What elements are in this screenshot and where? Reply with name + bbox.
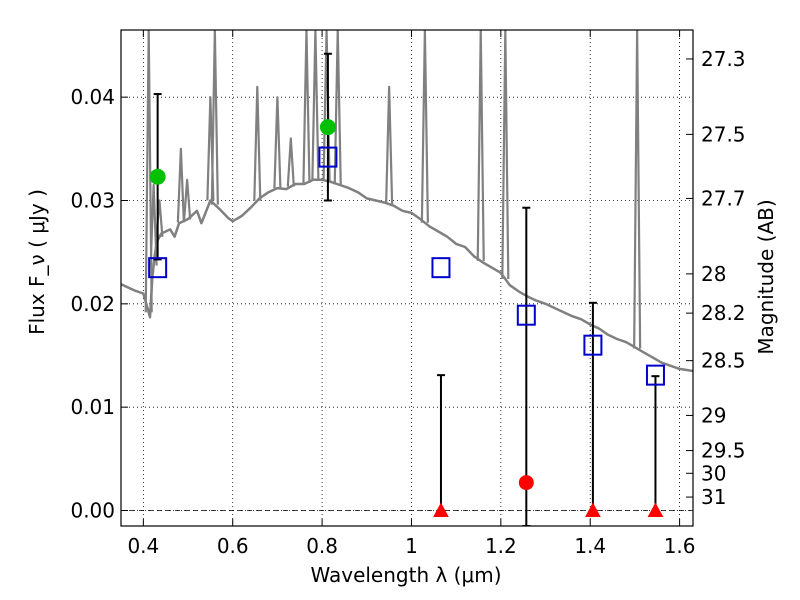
template-emission-line bbox=[286, 137, 295, 187]
y-tick-label: 0.03 bbox=[70, 189, 115, 213]
model-flux-square bbox=[645, 364, 665, 386]
mag-tick-label: 29.5 bbox=[701, 439, 746, 463]
mag-tick-label: 31 bbox=[701, 485, 726, 509]
y-tick-label: 0.02 bbox=[70, 292, 115, 316]
data-markers bbox=[148, 119, 665, 517]
upper-limit-triangle bbox=[433, 502, 449, 517]
mag-tick-label: 28.2 bbox=[701, 301, 746, 325]
x-tick-label: 0.4 bbox=[127, 534, 159, 558]
mag-tick-label: 28 bbox=[701, 262, 726, 286]
y-tick-label: 0.00 bbox=[70, 499, 115, 523]
template-emission-line bbox=[176, 147, 185, 223]
x-tick-label: 1.6 bbox=[664, 534, 696, 558]
upper-limit-triangle bbox=[585, 502, 601, 517]
template-emission-line bbox=[183, 178, 192, 220]
mag-tick-label: 27.5 bbox=[701, 122, 746, 146]
template-emission-lines bbox=[144, 30, 642, 349]
template-emission-line bbox=[273, 96, 282, 189]
nondetection-point bbox=[518, 475, 534, 491]
y-tick-label: 0.04 bbox=[70, 85, 115, 109]
axis-ticks bbox=[121, 30, 693, 526]
mag-tick-label: 27.3 bbox=[701, 47, 746, 71]
template-emission-line bbox=[253, 85, 262, 201]
x-tick-label: 1 bbox=[405, 534, 418, 558]
model-flux-square bbox=[516, 304, 536, 326]
y-tick-label: 0.01 bbox=[70, 395, 115, 419]
y-axis-label: Flux F_ν ( μJy ) bbox=[25, 189, 49, 335]
mag-tick-label: 28.5 bbox=[701, 349, 746, 373]
mag-tick-label: 29 bbox=[701, 403, 726, 427]
model-flux-square bbox=[583, 334, 603, 356]
tick-labels: 0.4 0.6 0.8 1 1.2 1.4 1.6 0.00 0.01 0.02 0.03 0.04 2… bbox=[70, 47, 745, 558]
right-axis-label: Magnitude (AB) bbox=[754, 199, 778, 354]
plot-content bbox=[121, 30, 693, 526]
x-tick-label: 0.6 bbox=[217, 534, 249, 558]
grid-lines bbox=[121, 30, 693, 526]
model-flux-square bbox=[148, 257, 168, 279]
template-emission-line bbox=[333, 30, 342, 185]
plot-frame bbox=[120, 29, 694, 527]
model-flux-square bbox=[431, 257, 451, 279]
x-tick-label: 1.4 bbox=[574, 534, 606, 558]
detection-point bbox=[149, 168, 166, 185]
template-emission-line bbox=[311, 30, 320, 180]
mag-tick-label: 27.7 bbox=[701, 186, 746, 210]
x-tick-label: 1.2 bbox=[485, 534, 517, 558]
template-emission-line bbox=[633, 30, 642, 349]
template-emission-line bbox=[144, 30, 153, 313]
template-emission-line bbox=[149, 183, 158, 266]
x-tick-label: 0.8 bbox=[306, 534, 338, 558]
template-emission-line bbox=[302, 30, 311, 183]
mag-tick-label: 30 bbox=[701, 461, 726, 485]
template-emission-line bbox=[420, 30, 429, 223]
detection-point bbox=[319, 119, 336, 136]
x-axis-label: Wavelength λ (μm) bbox=[310, 563, 501, 587]
upper-limit-triangle bbox=[647, 502, 664, 517]
template-emission-line bbox=[476, 30, 485, 261]
template-emission-line bbox=[210, 30, 219, 205]
template-emission-line bbox=[501, 30, 510, 280]
template-emission-line bbox=[385, 85, 394, 205]
model-flux-square bbox=[318, 146, 338, 168]
